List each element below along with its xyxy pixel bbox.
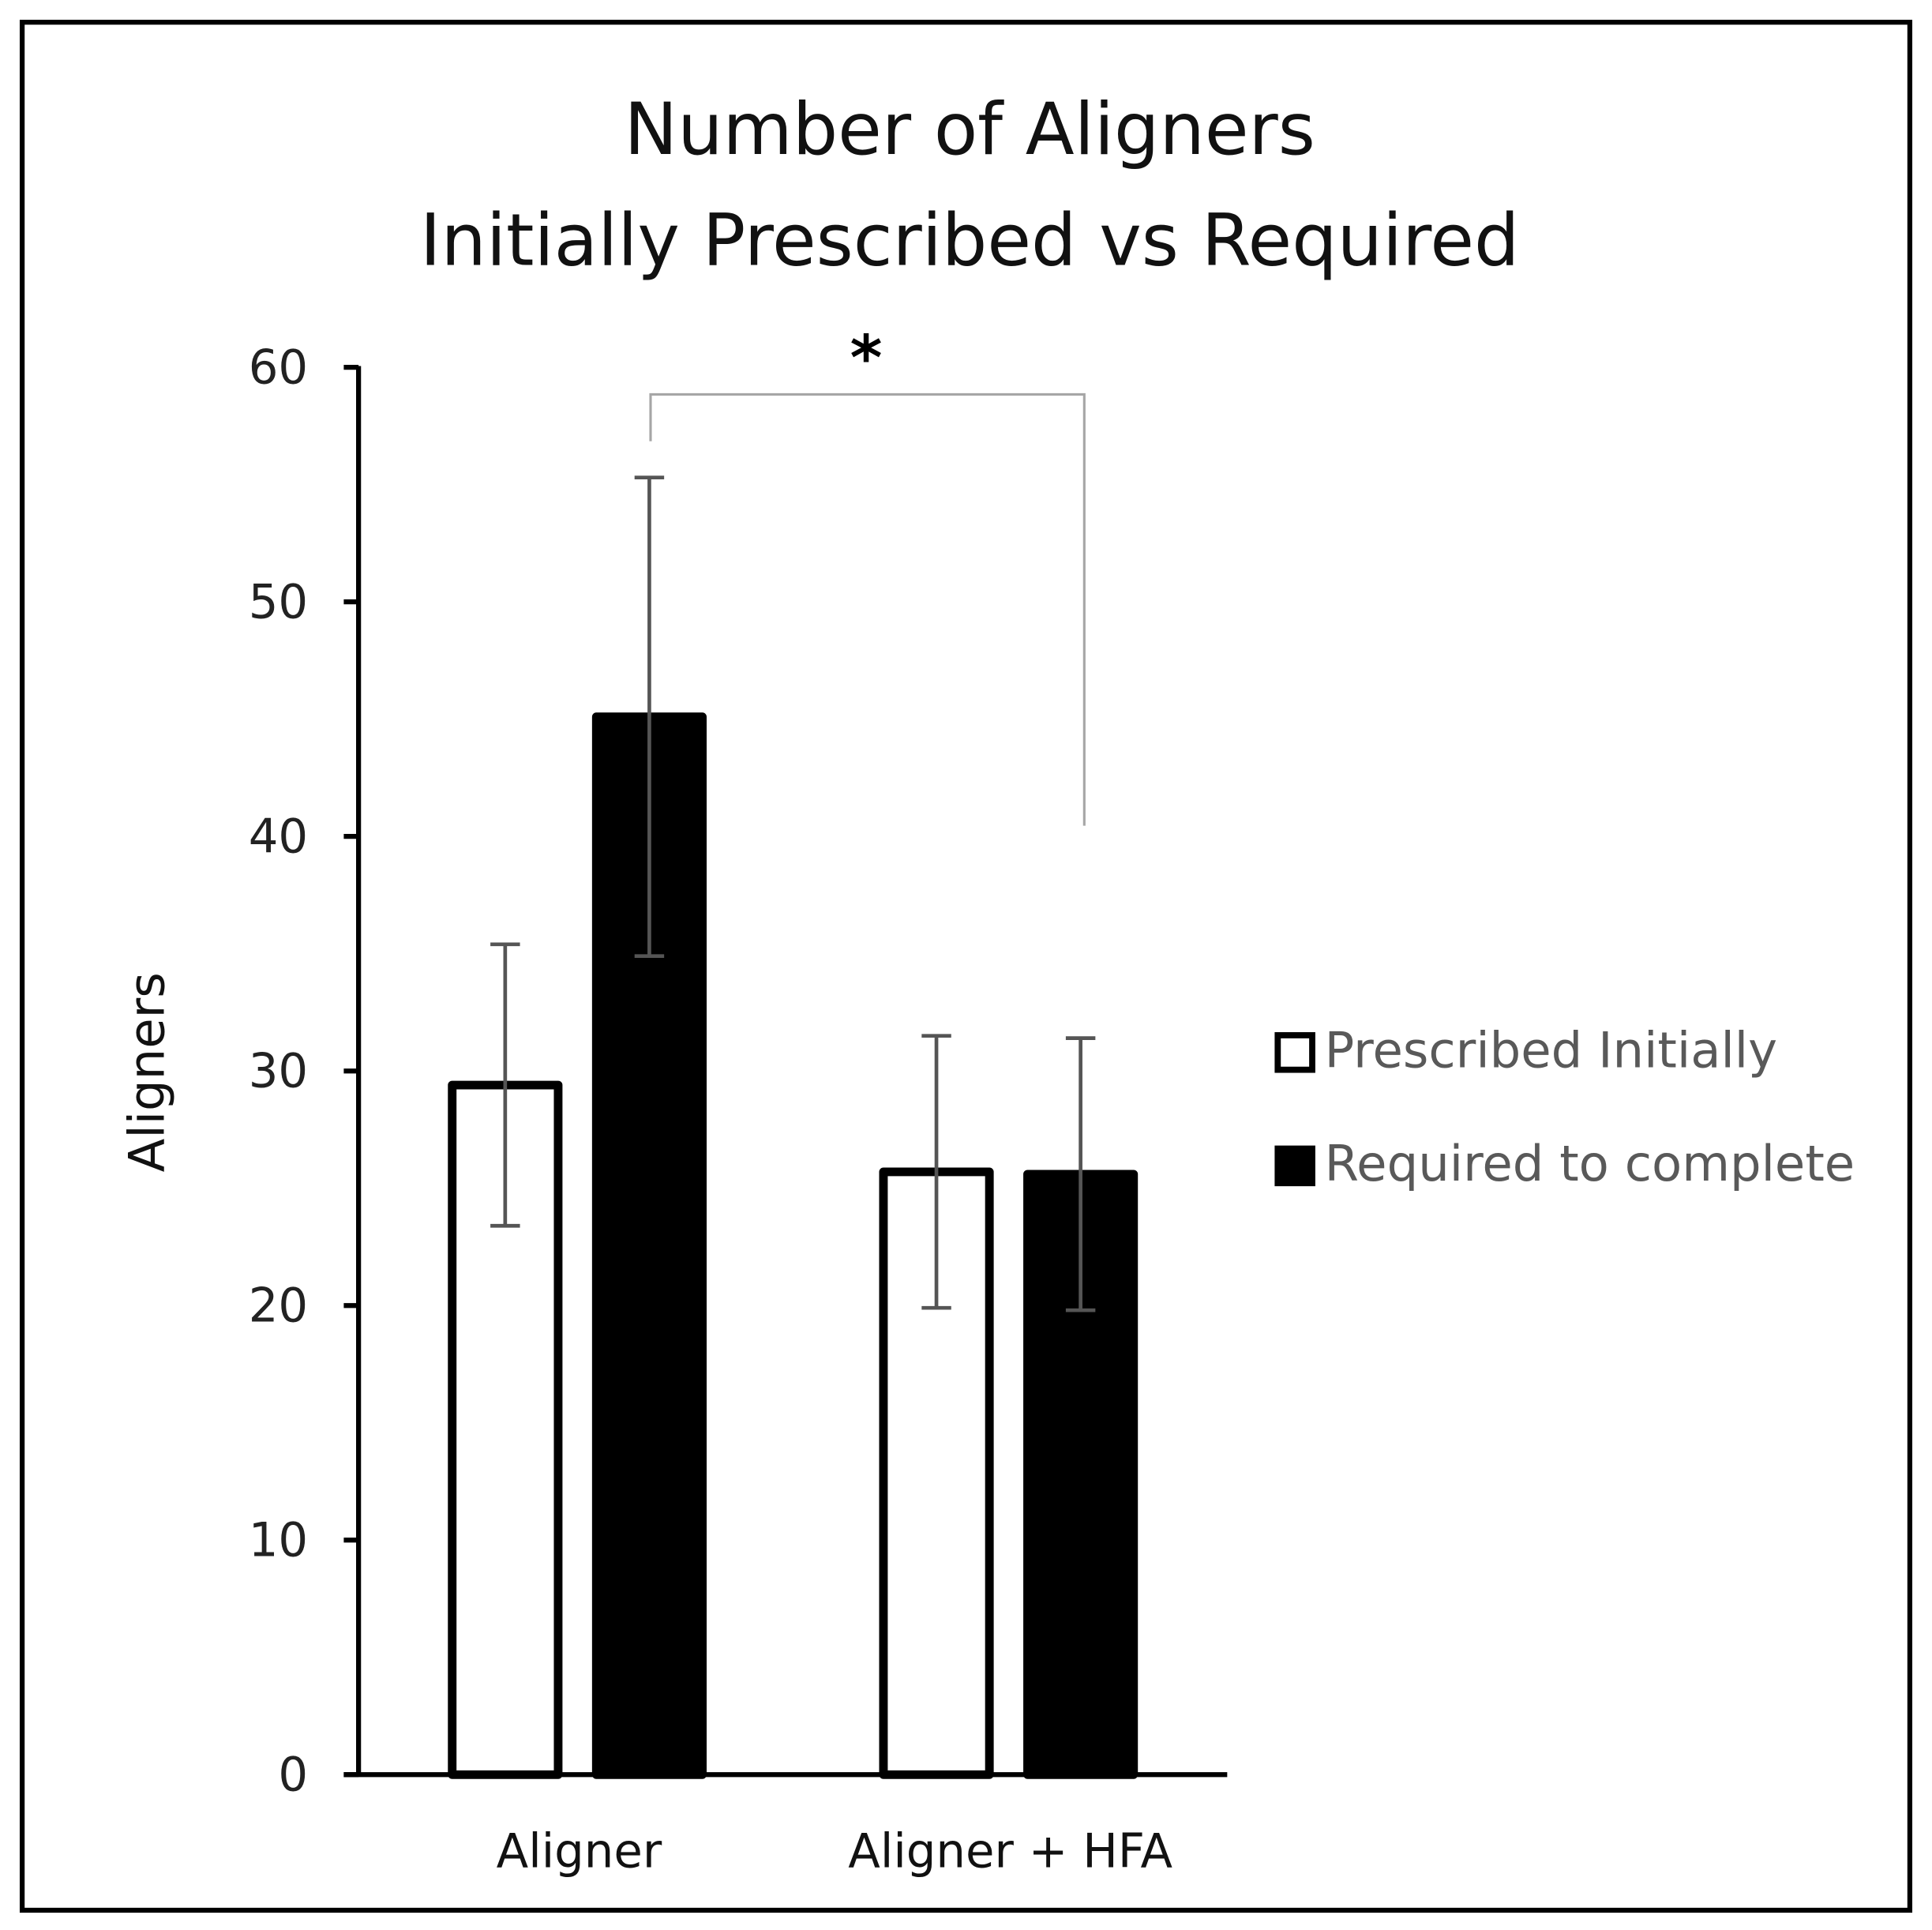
y-tick-label: 60 — [249, 340, 308, 394]
x-tick-label: Aligner — [497, 1823, 662, 1878]
legend: Prescribed Initially Required to complete — [1274, 1022, 1855, 1192]
y-tick-label: 50 — [249, 574, 308, 629]
significance-bracket — [649, 392, 1086, 826]
y-tick-label: 20 — [249, 1279, 308, 1333]
chart-title-line-1: Number of Aligners — [625, 88, 1315, 171]
y-tick-label: 30 — [249, 1043, 308, 1098]
y-axis-label: Aligners — [118, 972, 176, 1172]
y-tick-label: 10 — [249, 1513, 308, 1568]
legend-swatch — [1274, 1032, 1315, 1073]
x-tick-label: Aligner + HFA — [848, 1823, 1172, 1878]
significance-star: * — [850, 324, 883, 395]
y-tick-label: 0 — [278, 1748, 308, 1802]
legend-label: Required to complete — [1325, 1135, 1855, 1192]
chart-title-line-2: Initially Prescribed vs Required — [420, 200, 1520, 283]
legend-swatch — [1274, 1145, 1315, 1187]
y-tick-label: 40 — [249, 809, 308, 863]
legend-label: Prescribed Initially — [1325, 1022, 1777, 1080]
